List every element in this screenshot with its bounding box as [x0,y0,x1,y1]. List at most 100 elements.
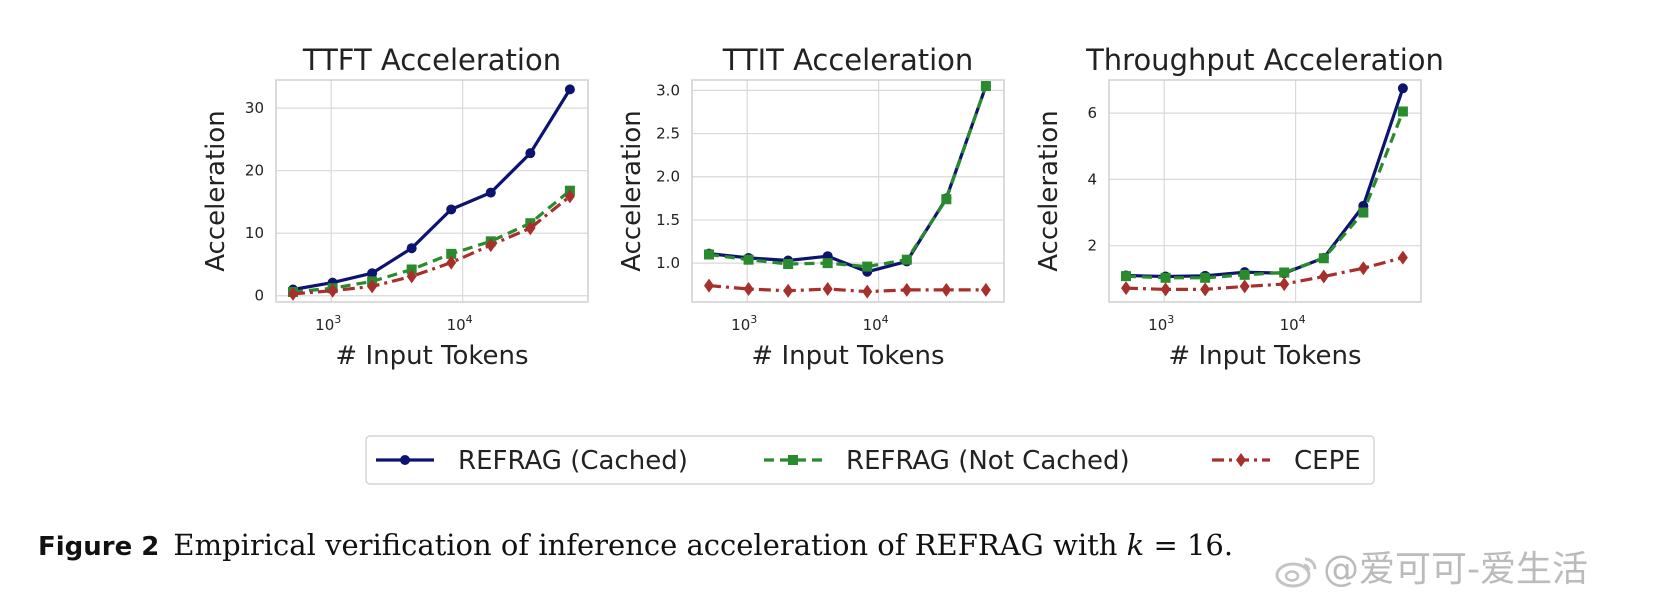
data-point [980,81,991,92]
data-point [822,258,833,269]
y-tick-label: 3.0 [656,81,680,99]
series-line [1125,256,1404,291]
y-tick-label: 30 [245,99,264,117]
y-tick-label: 2.5 [656,125,680,143]
weibo-icon [1275,557,1317,588]
data-point [367,279,378,294]
y-tick-label: 2.0 [656,168,680,186]
y-axis-label: Acceleration [201,110,231,272]
data-point [1397,250,1408,265]
x-tick-exponent: 3 [1167,313,1174,326]
x-axis-label: # Input Tokens [335,341,528,371]
figure-caption: Figure 2 Empirical verification of infere… [38,528,1233,562]
legend: REFRAG (Cached) REFRAG (Not Cached) CEPE [365,435,1375,485]
plot-frame [691,79,1005,303]
x-axis-label: # Input Tokens [1168,341,1361,371]
data-point [743,282,754,297]
data-point [485,238,496,253]
data-point [525,148,536,159]
series-line [1125,110,1405,280]
y-tick-label: 6 [1087,104,1097,122]
data-point [1318,253,1329,264]
data-point [1358,207,1369,218]
y-axis-label: Acceleration [617,110,647,272]
x-tick-exponent: 3 [334,313,341,326]
data-point [446,248,457,259]
series-3 [1121,250,1408,297]
data-point [1397,83,1408,94]
series-line [708,85,988,269]
series-line [1125,87,1405,279]
data-point [446,255,457,270]
data-point [783,258,794,269]
legend-marker [400,455,410,465]
data-point [1239,279,1250,294]
plot-frame [1108,79,1422,303]
series-3 [704,278,991,299]
x-tick-label: 104 [447,313,473,334]
x-tick-label: 103 [731,313,757,334]
data-point [743,254,754,265]
data-point [564,189,575,204]
x-axis-label: # Input Tokens [751,341,944,371]
data-point [783,283,794,298]
data-point [564,84,575,95]
chart-title: Throughput Acceleration [1085,43,1444,77]
data-point [822,282,833,297]
data-point [862,261,873,272]
legend-label: REFRAG (Not Cached) [846,446,1130,476]
data-point [980,282,991,297]
chart-panel-2: 1.0 1.5 2.0 2.5 3.0 103 104 TTIT Acceleration # … [617,43,1005,371]
x-tick-exponent: 4 [882,313,889,326]
data-point [406,243,417,254]
data-point [1397,106,1408,117]
legend-label: CEPE [1294,446,1361,476]
chart-title: TTIT Acceleration [722,43,974,77]
y-tick-label: 1.5 [656,211,680,229]
y-tick-label: 2 [1087,237,1097,255]
series-line [292,88,572,292]
data-point [367,268,378,279]
data-point [1121,281,1132,296]
x-tick-label: 103 [315,313,341,334]
data-point [1160,282,1171,297]
y-tick-label: 10 [245,224,264,242]
data-point [901,254,912,265]
series-line [708,284,986,294]
series-line [292,189,571,294]
x-tick-exponent: 3 [750,313,757,326]
y-tick-label: 4 [1087,170,1097,188]
data-point [446,204,457,215]
y-tick-label: 20 [245,162,264,180]
data-point [327,283,338,298]
series-2 [1121,106,1408,283]
caption-text: Empirical verification of inference acce… [173,528,1127,562]
data-point [485,187,496,198]
legend-marker [1236,453,1246,467]
data-point [1200,282,1211,297]
caption-math-rest: = 16. [1144,528,1234,562]
data-point [941,282,952,297]
x-tick-exponent: 4 [466,313,473,326]
x-tick-label: 103 [1148,313,1174,334]
data-point [525,221,536,236]
series-line [708,85,988,274]
x-tick-label: 104 [863,313,889,334]
data-point [1160,272,1171,283]
data-point [901,282,912,297]
x-tick-exponent: 4 [1299,313,1306,326]
data-point [288,286,299,301]
data-point [1358,261,1369,276]
y-axis-label: Acceleration [1034,110,1064,272]
chart-title: TTFT Acceleration [302,43,561,77]
data-point [1121,271,1132,282]
data-point [862,284,873,299]
y-tick-label: 0 [254,287,264,305]
caption-math-var: k [1126,528,1145,562]
series-2 [704,81,991,272]
caption-label: Figure 2 [38,532,160,562]
data-point [1200,272,1211,283]
data-point [1279,277,1290,292]
data-point [1239,269,1250,280]
